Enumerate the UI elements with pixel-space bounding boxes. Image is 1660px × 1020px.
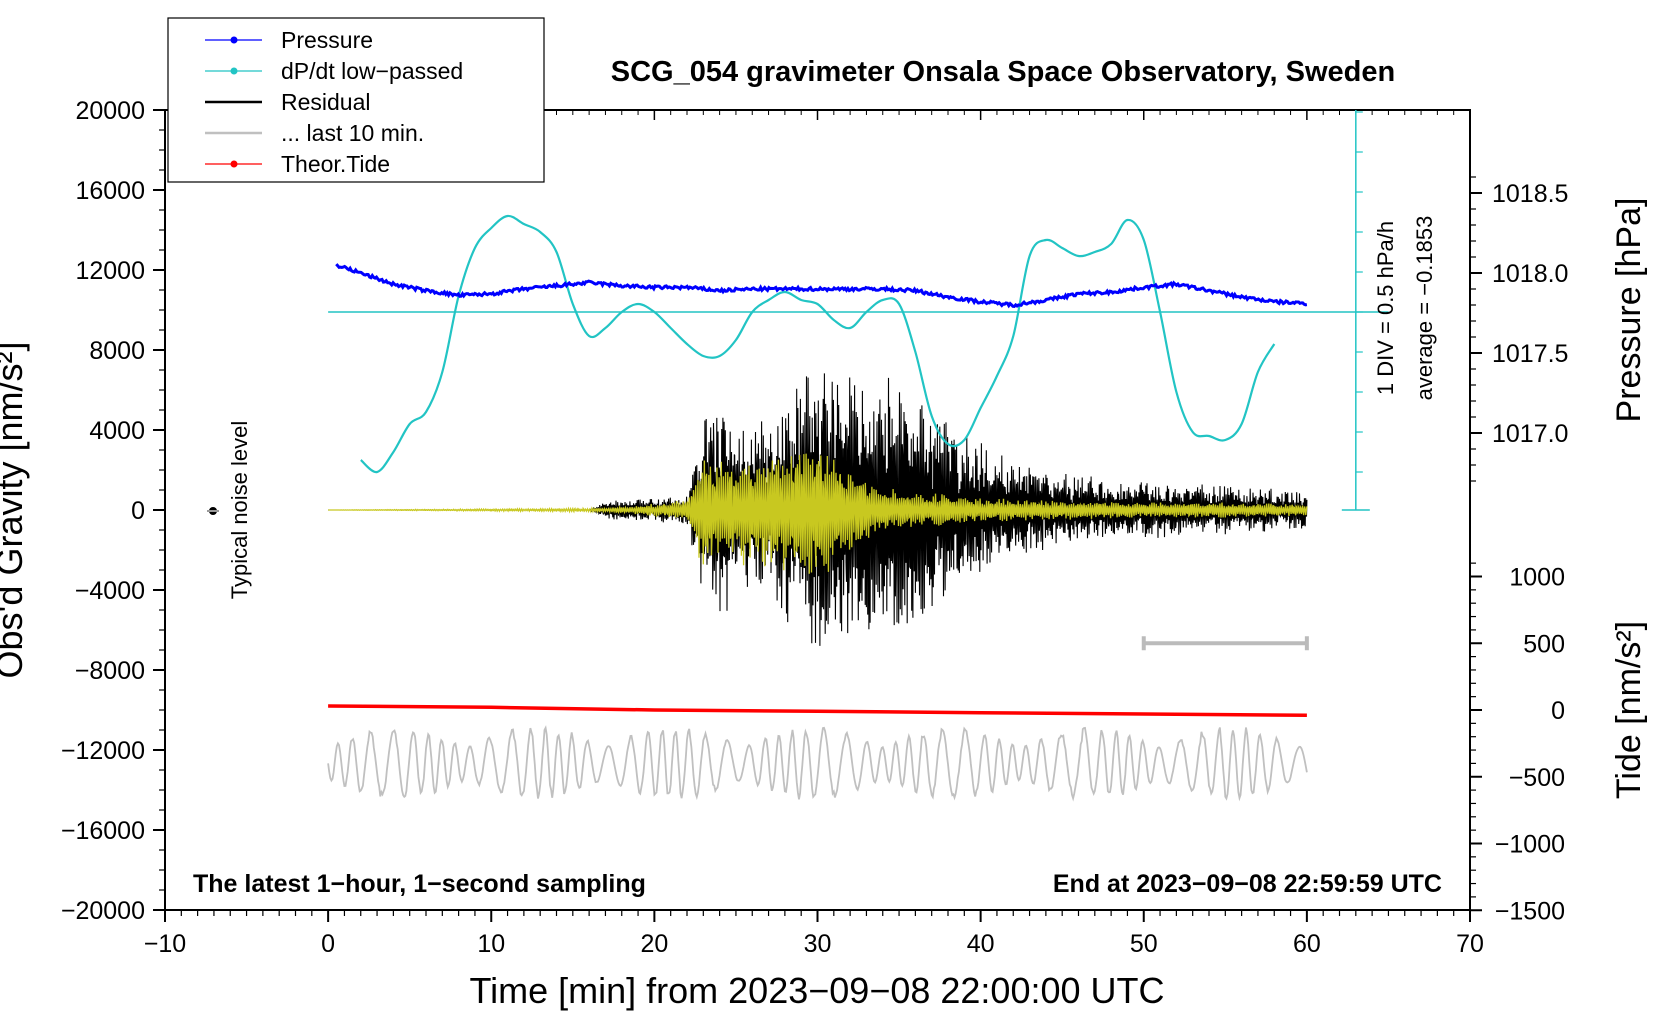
y-tick-label: 16000 <box>75 177 145 205</box>
y-tick-label: −4000 <box>75 577 145 605</box>
tide-tick-label: 500 <box>1523 630 1565 658</box>
x-tick-label: 0 <box>321 930 335 958</box>
y-axis-label-tide: Tide [nm/s²] <box>1610 621 1648 799</box>
y-tick-label: 20000 <box>75 97 145 125</box>
series-dpdt <box>360 214 1276 474</box>
legend-label: ... last 10 min. <box>281 120 424 146</box>
x-tick-label: 70 <box>1456 930 1484 958</box>
legend-marker <box>230 67 238 75</box>
y-tick-label: −20000 <box>61 897 145 925</box>
legend-label: Theor.Tide <box>281 151 390 177</box>
y-tick-label: 0 <box>131 497 145 525</box>
pressure-tick-label: 1017.0 <box>1492 420 1568 448</box>
pressure-tick-label: 1018.0 <box>1492 260 1568 288</box>
pressure-tick-label: 1017.5 <box>1492 340 1568 368</box>
footer-left: The latest 1−hour, 1−second sampling <box>193 870 646 898</box>
x-tick-label: −10 <box>144 930 186 958</box>
pressure-tick-label: 1018.5 <box>1492 180 1568 208</box>
legend-marker <box>230 36 238 44</box>
x-tick-label: 60 <box>1293 930 1321 958</box>
y-axis-label-pressure: Pressure [hPa] <box>1610 198 1648 423</box>
series-last-10-min <box>327 725 1308 802</box>
x-tick-label: 40 <box>967 930 995 958</box>
y-tick-label: −12000 <box>61 737 145 765</box>
x-tick-label: 50 <box>1130 930 1158 958</box>
dpdt-average-label: average = −0.1853 <box>1412 216 1437 401</box>
tide-tick-label: −1500 <box>1495 897 1565 925</box>
legend: Pressure dP/dt low−passed Residual ... last… <box>167 17 545 183</box>
tide-tick-label: 1000 <box>1509 564 1565 592</box>
dpdt-scale-label: 1 DIV = 0.5 hPa/h <box>1373 221 1398 395</box>
tide-tick-label: −1000 <box>1495 831 1565 859</box>
x-tick-label: 10 <box>477 930 505 958</box>
legend-label: Residual <box>281 89 371 115</box>
footer-right: End at 2023−09−08 22:59:59 UTC <box>1053 870 1442 898</box>
y-tick-label: −16000 <box>61 817 145 845</box>
y-tick-label: −8000 <box>75 657 145 685</box>
legend-marker <box>230 160 238 168</box>
legend-label: dP/dt low−passed <box>281 58 463 84</box>
y-tick-label: 4000 <box>89 417 145 445</box>
noise-level-label: Typical noise level <box>227 421 252 600</box>
series-filtered <box>328 453 1308 574</box>
tide-tick-label: −500 <box>1509 764 1565 792</box>
series-theor-tide <box>328 704 1307 718</box>
y-axis-label-left: Obs'd Gravity [nm/s²] <box>0 342 30 679</box>
series-pressure <box>335 263 1308 309</box>
x-tick-label: 30 <box>804 930 832 958</box>
tide-tick-label: 0 <box>1551 697 1565 725</box>
y-tick-label: 12000 <box>75 257 145 285</box>
legend-label: Pressure <box>281 27 373 53</box>
x-tick-label: 20 <box>640 930 668 958</box>
y-tick-label: 8000 <box>89 337 145 365</box>
chart-title: SCG_054 gravimeter Onsala Space Observat… <box>611 56 1395 88</box>
legend-box <box>167 17 545 183</box>
x-axis-label: Time [min] from 2023−09−08 22:00:00 UTC <box>469 970 1164 1011</box>
